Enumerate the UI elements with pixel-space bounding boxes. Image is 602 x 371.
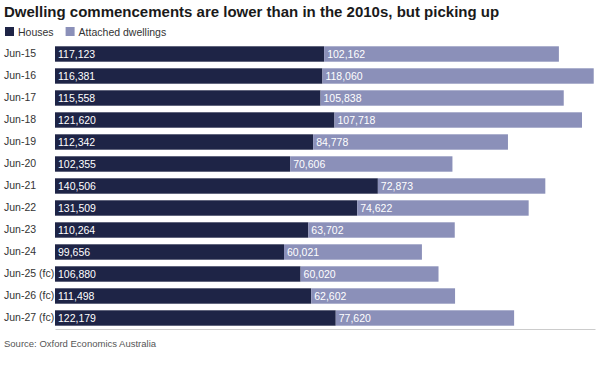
y-tick: Jun-26 (fc) [4, 289, 54, 301]
y-axis: Jun-15 Jun-16 Jun-17 Jun-18 Jun-19 Jun-20 Jun-… [4, 47, 54, 323]
bar [334, 112, 582, 127]
y-tick: Jun-15 [4, 47, 36, 59]
bar [55, 90, 321, 105]
y-tick-label: Jun-18 [4, 113, 36, 125]
data-label: 70,606 [293, 158, 325, 170]
y-tick-label: Jun-27 (fc) [4, 311, 54, 323]
bar [321, 90, 564, 105]
bar [322, 68, 593, 83]
bar [55, 244, 284, 259]
data-label: 116,381 [58, 70, 95, 82]
bar [55, 288, 311, 303]
data-label: 77,620 [339, 312, 371, 324]
y-tick: Jun-17 [4, 91, 36, 103]
chart: Dwelling commencements are lower than in… [0, 0, 602, 371]
y-tick: Jun-23 [4, 223, 36, 235]
bar [313, 134, 508, 149]
y-tick: Jun-18 [4, 113, 36, 125]
data-label: 111,498 [58, 290, 95, 302]
y-tick: Jun-19 [4, 135, 36, 147]
bar [55, 200, 357, 215]
y-tick: Jun-21 [4, 179, 36, 191]
bar [290, 156, 452, 171]
data-label: 60,020 [304, 268, 336, 280]
bar [301, 266, 439, 281]
data-label: 102,162 [327, 48, 365, 60]
series [55, 46, 378, 325]
data-label: 117,123 [58, 48, 95, 60]
bar [378, 178, 545, 193]
title: Dwelling commencements are lower than in… [4, 3, 499, 20]
y-tick-label: Jun-17 [4, 91, 36, 103]
x-axis [56, 329, 596, 330]
data-label: 118,060 [325, 70, 362, 82]
bar [55, 134, 313, 149]
y-tick-label: Jun-21 [4, 179, 36, 191]
bar [55, 222, 308, 237]
y-tick-label: Jun-25 (fc) [4, 267, 54, 279]
data-label: 131,509 [58, 202, 96, 214]
series [284, 46, 594, 325]
data-label: 115,558 [58, 92, 95, 104]
y-tick: Jun-25 (fc) [4, 267, 54, 279]
data-label: 107,718 [337, 114, 375, 126]
data-labels: 117,123 116,381 115,558 121,620 112,342 102,3… [58, 48, 413, 324]
data-label: 60,021 [287, 246, 319, 258]
legend-swatch [5, 27, 14, 36]
bar [55, 156, 290, 171]
y-tick: Jun-27 (fc) [4, 311, 54, 323]
bar [55, 46, 324, 61]
bar [336, 310, 514, 325]
source: Source: Oxford Economics Australia [4, 338, 157, 349]
bar [55, 310, 336, 325]
data-label: 112,342 [58, 136, 95, 148]
y-tick: Jun-16 [4, 69, 36, 81]
y-tick-label: Jun-26 (fc) [4, 289, 54, 301]
y-tick-label: Jun-16 [4, 69, 36, 81]
legend: Houses Attached dwellings [5, 26, 166, 38]
bar [284, 244, 422, 259]
bar [357, 200, 528, 215]
bar [308, 222, 454, 237]
bar [324, 46, 559, 61]
data-label: 121,620 [58, 114, 96, 126]
y-tick: Jun-20 [4, 157, 36, 169]
y-tick-label: Jun-19 [4, 135, 36, 147]
bar [55, 178, 378, 193]
y-tick-label: Jun-15 [4, 47, 36, 59]
y-tick-label: Jun-24 [4, 245, 36, 257]
bar [55, 112, 334, 127]
data-label: 106,880 [58, 268, 96, 280]
data-label: 72,873 [381, 180, 413, 192]
bar [311, 288, 455, 303]
bars [55, 46, 594, 325]
plot: 117,123 116,381 115,558 121,620 112,342 102,3… [55, 46, 596, 329]
bar [55, 266, 301, 281]
data-label: 105,838 [324, 92, 362, 104]
legend-swatch [66, 27, 75, 36]
data-label: 84,778 [316, 136, 348, 148]
data-label: 63,702 [311, 224, 343, 236]
y-tick: Jun-22 [4, 201, 36, 213]
data-label: 99,656 [58, 246, 90, 258]
y-tick: Jun-24 [4, 245, 36, 257]
x-axis-line [56, 329, 596, 330]
data-label: 140,506 [58, 180, 96, 192]
data-label: 122,179 [58, 312, 96, 324]
bar [55, 68, 322, 83]
y-tick-label: Jun-22 [4, 201, 36, 213]
data-label: 74,622 [360, 202, 392, 214]
legend-label: Houses [18, 26, 54, 38]
data-label: 102,355 [58, 158, 96, 170]
y-tick-label: Jun-20 [4, 157, 36, 169]
y-tick-label: Jun-23 [4, 223, 36, 235]
legend-label: Attached dwellings [79, 26, 167, 38]
data-label: 110,264 [58, 224, 95, 236]
data-label: 62,602 [314, 290, 346, 302]
